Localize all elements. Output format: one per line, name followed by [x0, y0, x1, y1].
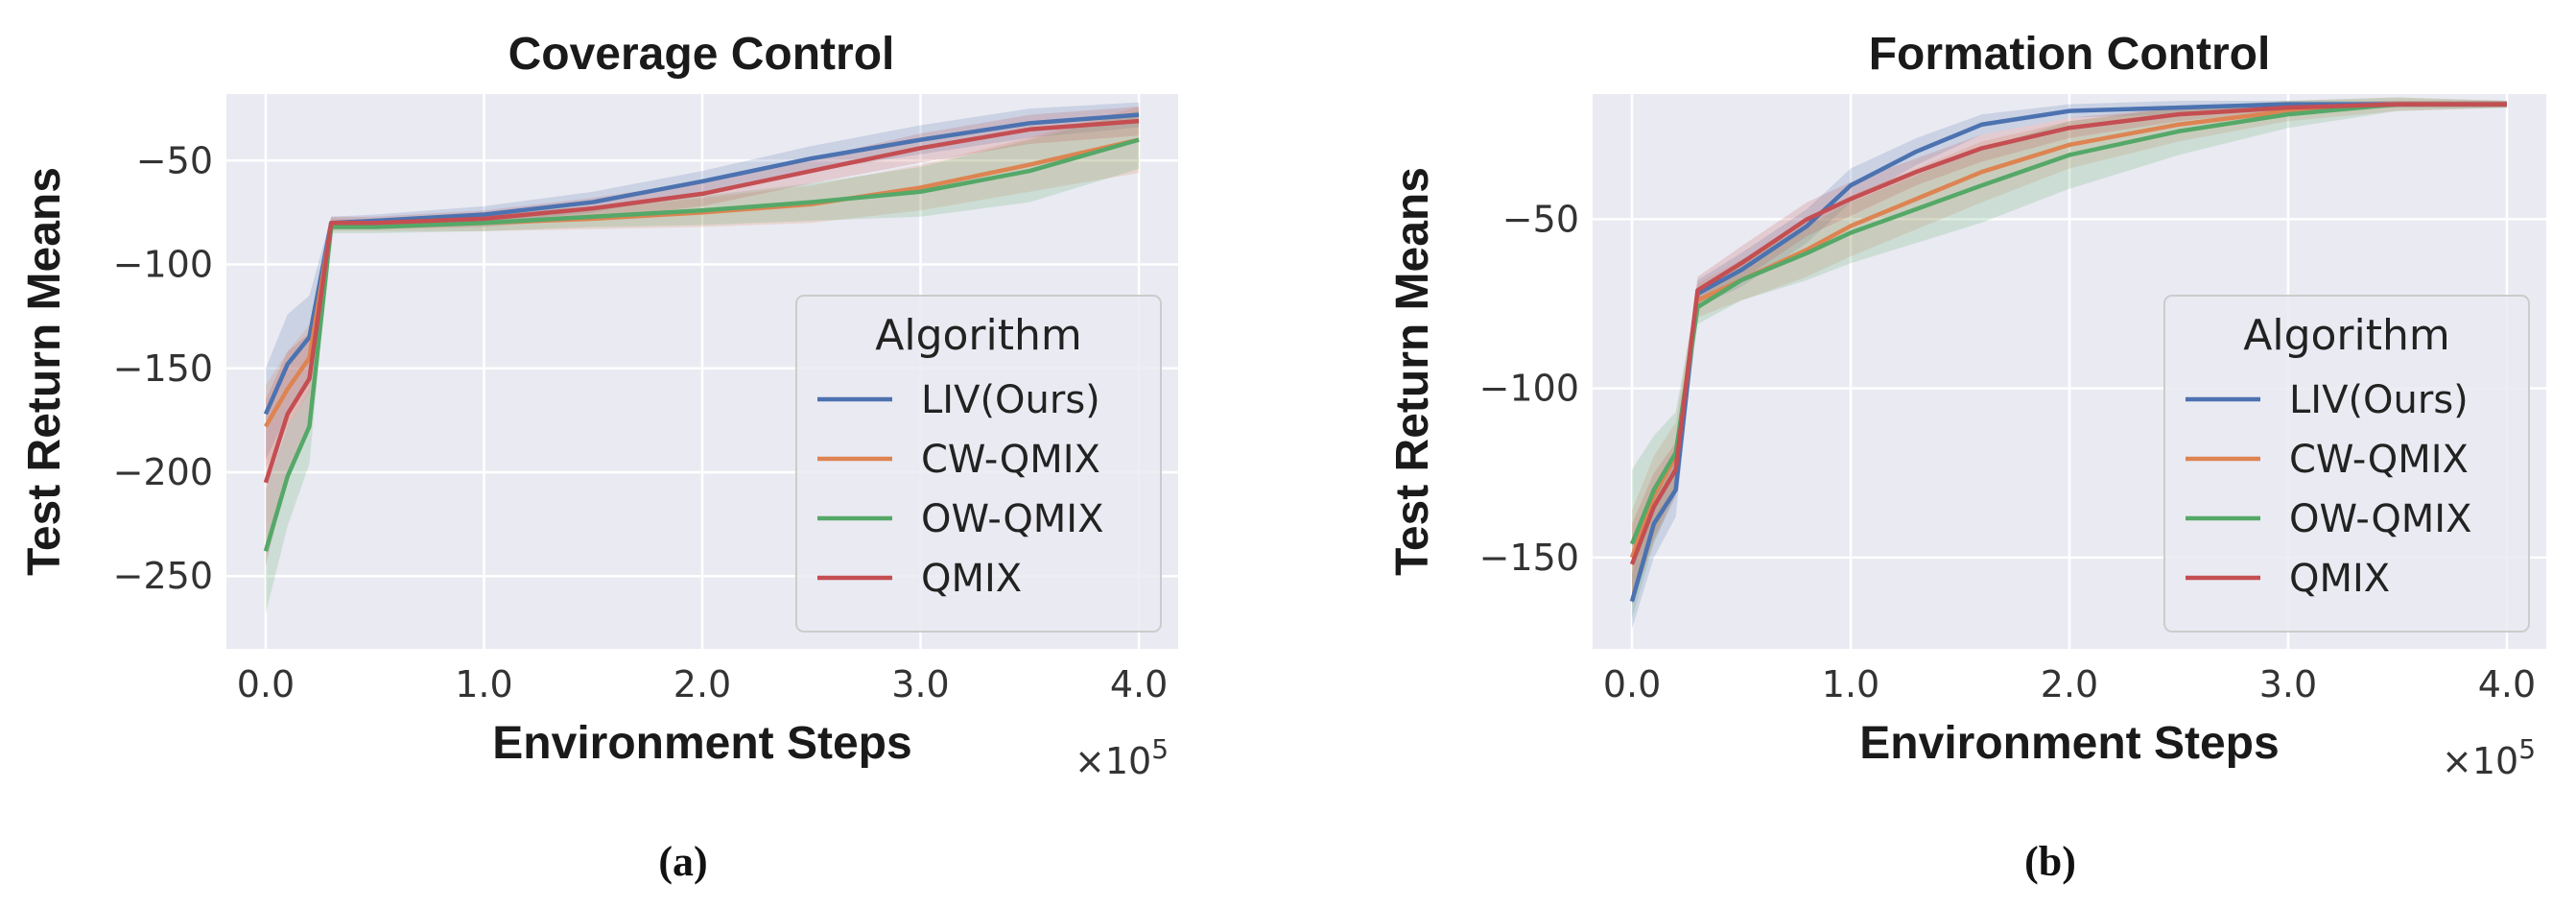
chart-panel-coverage-control: 0.0 1.0 2.0 3.0 4.0 −250 −200 −150 −100 −50 Covera…	[19, 29, 1178, 885]
y-tick-label: −100	[113, 244, 213, 286]
series-line-liv-ours-	[263, 112, 1140, 416]
y-tick-label: −50	[1502, 198, 1579, 240]
series-line-qmix	[1629, 102, 2507, 565]
legend-entry-label: LIV(Ours)	[2289, 378, 2469, 422]
x-axis-multiplier: ×105	[1075, 733, 1169, 782]
x-tick-label: 0.0	[1603, 663, 1661, 705]
x-axis-label: Environment Steps	[1859, 718, 2279, 769]
y-tick-label: −150	[1479, 537, 1579, 579]
subfigure-label: (b)	[2024, 838, 2076, 885]
legend-box	[795, 295, 1162, 633]
x-tick-label: 2.0	[674, 663, 731, 705]
legend-title: Algorithm	[2243, 311, 2450, 360]
x-tick-label: 4.0	[1110, 663, 1168, 705]
x-tick-label: 4.0	[2478, 663, 2536, 705]
legend-title: Algorithm	[875, 311, 1082, 360]
confidence-band-cw-qmix	[265, 106, 1140, 468]
chart-title: Formation Control	[1869, 29, 2271, 80]
y-tick-label: −50	[136, 139, 213, 181]
chart-panel-formation-control: 0.0 1.0 2.0 3.0 4.0 −150 −100 −50 Formation Cont…	[1387, 29, 2546, 885]
legend: Algorithm LIV(Ours) CW-QMIX OW-QMIX QMIX	[2163, 295, 2530, 633]
confidence-band-liv-ours-	[265, 102, 1140, 461]
y-tick-label: −250	[113, 555, 213, 597]
legend-entry-label: QMIX	[921, 557, 1022, 601]
legend-entry-label: LIV(Ours)	[921, 378, 1100, 422]
x-tick-label: 3.0	[2259, 663, 2317, 705]
x-axis-multiplier: ×105	[2442, 733, 2536, 782]
legend-entry-label: CW-QMIX	[921, 438, 1100, 482]
x-tick-label: 2.0	[2041, 663, 2098, 705]
x-tick-label: 3.0	[891, 663, 949, 705]
legend-entry-label: OW-QMIX	[921, 497, 1104, 541]
y-tick-label: −100	[1479, 368, 1579, 410]
x-tick-label: 1.0	[1822, 663, 1879, 705]
subfigure-label: (a)	[658, 838, 707, 885]
y-tick-label: −150	[113, 347, 213, 390]
legend-entry-label: OW-QMIX	[2289, 497, 2472, 541]
series-line-qmix	[263, 118, 1140, 484]
x-multiplier-base: ×10	[1075, 740, 1151, 782]
x-axis-label: Environment Steps	[492, 718, 911, 769]
legend-entry-label: QMIX	[2289, 557, 2390, 601]
y-axis-label: Test Return Means	[19, 167, 70, 576]
y-axis-label: Test Return Means	[1387, 167, 1438, 576]
chart-title: Coverage Control	[508, 29, 895, 80]
x-tick-label: 1.0	[455, 663, 512, 705]
legend: Algorithm LIV(Ours) CW-QMIX OW-QMIX QMIX	[795, 295, 1162, 633]
x-multiplier-exponent: 5	[2518, 733, 2536, 765]
x-multiplier-exponent: 5	[1151, 733, 1169, 765]
legend-entry-label: CW-QMIX	[2289, 438, 2469, 482]
series-line-ow-qmix	[263, 137, 1140, 552]
x-tick-label: 0.0	[237, 663, 295, 705]
x-multiplier-base: ×10	[2442, 740, 2518, 782]
y-tick-label: −200	[113, 451, 213, 493]
legend-box	[2163, 295, 2530, 633]
